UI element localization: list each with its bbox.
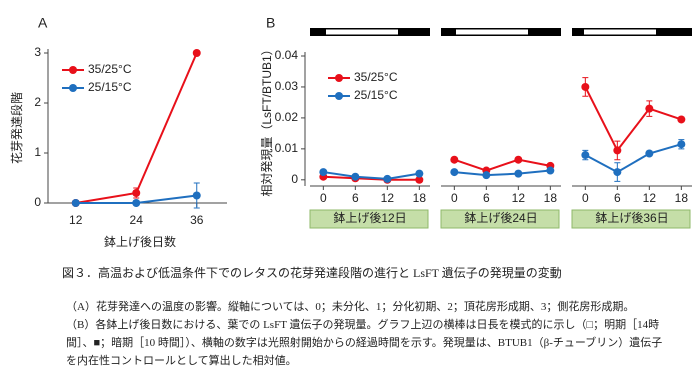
x-tick-label: 12 xyxy=(512,191,526,205)
light-bar xyxy=(326,29,398,35)
y-tick-label: 0.04 xyxy=(275,48,299,62)
note: （B）各鉢上げ後日数における、葉での LsFT 遺伝子の発現量。グラフ上辺の横棒… xyxy=(66,319,663,367)
data-point xyxy=(319,168,328,177)
x-tick-label: 24 xyxy=(130,213,144,227)
legend-marker xyxy=(335,74,343,82)
y-axis-label: 花芽発達段階 xyxy=(9,92,24,164)
data-point xyxy=(450,168,459,177)
group-box xyxy=(440,209,560,229)
data-point xyxy=(546,166,555,175)
data-point xyxy=(514,155,523,164)
data-point xyxy=(677,115,686,124)
y-tick-label: 0 xyxy=(34,195,41,209)
y-tick-label: 3 xyxy=(34,45,41,59)
series-line xyxy=(323,171,420,180)
x-tick-label: 6 xyxy=(614,191,621,205)
x-tick-label: 6 xyxy=(352,191,359,205)
data-point xyxy=(132,199,141,207)
data-point xyxy=(613,168,622,177)
panel-label: A xyxy=(38,15,48,31)
y-tick-label: 0.01 xyxy=(275,141,299,155)
legend-marker xyxy=(335,92,343,100)
data-point xyxy=(192,191,201,200)
data-point xyxy=(581,151,590,160)
x-tick-label: 12 xyxy=(643,191,657,205)
data-point xyxy=(677,140,686,149)
x-tick-label: 0 xyxy=(582,191,589,205)
x-tick-label: 0 xyxy=(320,191,327,205)
y-tick-label: 2 xyxy=(34,95,41,109)
series-line xyxy=(454,158,551,172)
group-label: 鉢上げ後36日 xyxy=(595,211,668,225)
legend-marker xyxy=(69,66,77,74)
data-point xyxy=(383,174,392,183)
photoperiod-bars xyxy=(310,28,692,36)
legend-label: 25/15°C xyxy=(88,80,132,94)
data-point xyxy=(645,149,654,158)
data-point xyxy=(415,169,424,178)
x-tick-label: 12 xyxy=(69,213,83,227)
x-tick-label: 6 xyxy=(483,191,490,205)
light-bar xyxy=(456,29,528,35)
x-tick-label: 0 xyxy=(451,191,458,205)
series-line xyxy=(584,143,682,174)
y-tick-label: 0.02 xyxy=(275,110,299,124)
group-box xyxy=(309,209,429,229)
legend-label: 35/25°C xyxy=(88,62,132,76)
data-point xyxy=(192,49,201,57)
caption-notes: （A）花芽発達への温度の影響。縦軸については、0；未分化、1；分化初期、2；頂花… xyxy=(66,298,666,370)
x-axis-label: 鉢上げ後日数 xyxy=(104,234,176,249)
note: （A）花芽発達への温度の影響。縦軸については、0；未分化、1；分化初期、2；頂花… xyxy=(66,301,635,313)
group-label: 鉢上げ後12日 xyxy=(333,211,406,225)
light-bar xyxy=(584,29,656,35)
y-tick-label: 0 xyxy=(291,172,298,186)
data-point xyxy=(415,175,424,184)
y-tick-label: 1 xyxy=(34,145,41,159)
x-tick-label: 18 xyxy=(544,191,558,205)
x-tick-label: 18 xyxy=(413,191,427,205)
legend-label: 25/15°C xyxy=(354,88,398,102)
series-line xyxy=(323,175,420,181)
panel-label: B xyxy=(266,15,275,31)
data-point xyxy=(71,199,80,207)
data-point xyxy=(450,155,459,164)
y-tick-label: 0.03 xyxy=(275,79,299,93)
legend-label: 35/25°C xyxy=(354,70,398,84)
data-point xyxy=(613,146,622,155)
figure-caption: 図３．高温および低温条件下でのレタスの花芽発達段階の進行と LsFT 遺伝子の発… xyxy=(62,266,562,280)
data-point xyxy=(581,82,590,91)
data-point xyxy=(514,169,523,178)
group-box xyxy=(571,209,691,229)
legend-marker xyxy=(69,84,77,92)
group-label: 鉢上げ後24日 xyxy=(464,211,537,225)
data-point xyxy=(645,104,654,113)
x-tick-label: 36 xyxy=(190,213,204,227)
y-axis-label: 相対発現量（LsFT/BTUB1） xyxy=(260,43,274,196)
series-line xyxy=(454,169,551,177)
x-tick-label: 12 xyxy=(381,191,395,205)
x-tick-label: 18 xyxy=(675,191,689,205)
series-line xyxy=(584,86,682,153)
data-point xyxy=(132,189,141,197)
data-point xyxy=(351,172,360,181)
data-point xyxy=(482,171,491,180)
